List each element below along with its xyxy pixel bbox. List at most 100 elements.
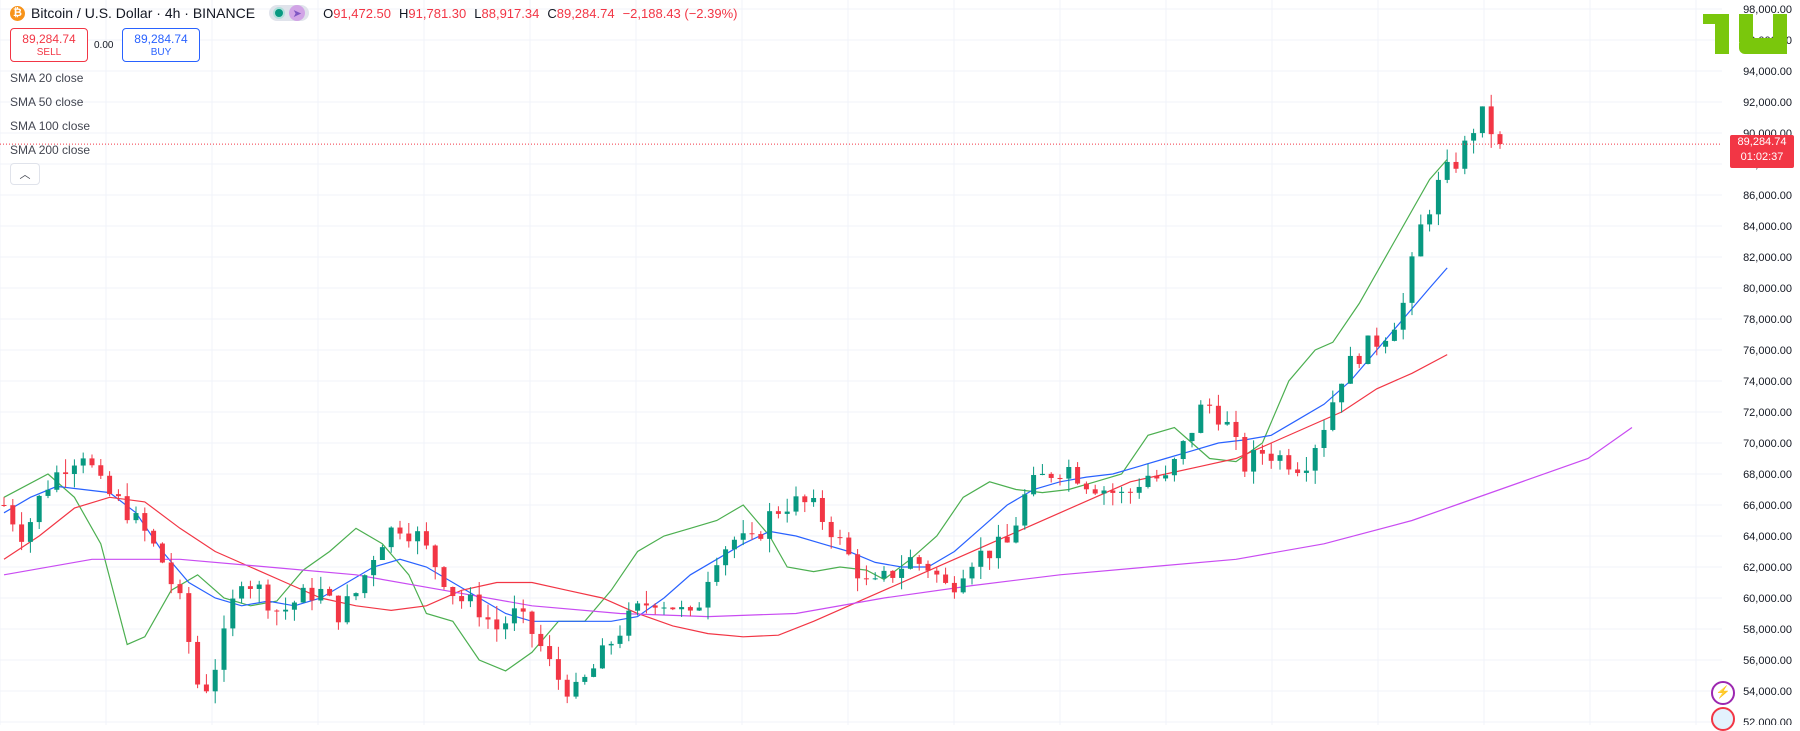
spread-value: 0.00 — [94, 40, 114, 51]
y-tick-label: 80,000.00 — [1743, 283, 1792, 295]
candle-body — [124, 496, 130, 521]
chart-grid — [0, 0, 1722, 725]
lightning-icon[interactable]: ⚡ — [1711, 681, 1735, 705]
candle-body — [291, 602, 297, 610]
candle-body — [802, 496, 808, 503]
candle-body — [195, 641, 201, 685]
candle-body — [1048, 473, 1054, 478]
candle-body — [951, 582, 957, 593]
candle-body — [635, 603, 641, 611]
legend-sma-100[interactable]: SMA 100 close — [10, 119, 91, 133]
candle-body — [309, 587, 315, 601]
candle-body — [1013, 525, 1019, 543]
candle-body — [1295, 469, 1301, 473]
legend-sma-200[interactable]: SMA 200 close — [10, 143, 91, 157]
y-tick-label: 94,000.00 — [1743, 66, 1792, 78]
legend-sma-20[interactable]: SMA 20 close — [10, 71, 84, 85]
candle-body — [793, 496, 799, 512]
y-tick-label: 52,000.00 — [1743, 717, 1792, 725]
candle-body — [80, 458, 86, 466]
candle-body — [151, 530, 157, 544]
candle-body — [388, 527, 394, 548]
y-tick-label: 62,000.00 — [1743, 562, 1792, 574]
candle-body — [71, 465, 77, 475]
candle-body — [925, 563, 931, 571]
candle-body — [828, 521, 834, 538]
candle-body — [221, 628, 227, 670]
candle-body — [36, 495, 42, 523]
price-axis[interactable]: 52,000.00 54,000.00 56,000.00 58,000.00 60,0… — [1743, 4, 1792, 725]
tradingview-logo-icon — [1703, 14, 1787, 54]
candle-body — [547, 646, 553, 660]
candle-body — [467, 594, 473, 602]
candle-body — [115, 494, 121, 497]
y-tick-label: 68,000.00 — [1743, 469, 1792, 481]
market-open-icon — [273, 7, 286, 19]
candle-body — [1136, 486, 1142, 493]
candle-body — [107, 475, 113, 495]
candle-body — [1189, 432, 1195, 442]
candle-body — [1471, 133, 1477, 141]
candle-body — [582, 676, 588, 682]
candle-body — [1215, 405, 1221, 425]
candle-body — [397, 527, 403, 534]
y-tick-label: 56,000.00 — [1743, 655, 1792, 667]
legend-sma-50[interactable]: SMA 50 close — [10, 95, 84, 109]
candle-body — [749, 533, 755, 535]
candle-body — [265, 584, 271, 611]
candle-body — [1444, 161, 1450, 180]
candle-body — [960, 578, 966, 593]
candle-body — [784, 511, 790, 514]
candle-body — [406, 533, 412, 542]
collapse-legend-button[interactable]: ︿ — [10, 163, 40, 185]
candle-body — [1374, 335, 1380, 347]
candle-body — [45, 489, 51, 496]
candle-body — [1497, 134, 1503, 145]
candle-body — [1154, 475, 1160, 479]
candle-body — [327, 588, 333, 596]
candle-body — [538, 633, 544, 647]
buy-button[interactable]: 89,284.74 BUY — [122, 28, 200, 62]
sell-button[interactable]: 89,284.74 SELL — [10, 28, 88, 62]
candle-body — [661, 607, 667, 609]
market-status[interactable]: ➤ — [269, 5, 310, 21]
symbol-title[interactable]: Bitcoin / U.S. Dollar · 4h · BINANCE — [31, 5, 256, 21]
candle-body — [1057, 477, 1063, 479]
candle-body — [608, 643, 614, 646]
candle-body — [1101, 490, 1107, 494]
flag-icon[interactable] — [1711, 707, 1735, 731]
candle-body — [1488, 106, 1494, 135]
candle-body — [943, 574, 949, 583]
candle-body — [54, 472, 60, 490]
candle-body — [1119, 491, 1125, 493]
candle-body — [1435, 179, 1441, 215]
candle-body — [27, 522, 33, 542]
last-price-tag: 89,284.74 01:02:37 — [1730, 135, 1794, 168]
candle-body — [441, 567, 447, 587]
candle-body — [1022, 494, 1028, 526]
candle-body — [335, 595, 341, 623]
candle-body — [1180, 441, 1186, 460]
candle-body — [881, 570, 887, 579]
candle-body — [371, 559, 377, 576]
candle-body — [300, 587, 306, 603]
y-tick-label: 70,000.00 — [1743, 438, 1792, 450]
y-tick-label: 82,000.00 — [1743, 252, 1792, 264]
candle-body — [626, 610, 632, 636]
chart-header: ₿ Bitcoin / U.S. Dollar · 4h · BINANCE ➤… — [10, 4, 746, 22]
candle-body — [1409, 256, 1415, 303]
candle-body — [995, 536, 1001, 559]
candle-body — [212, 669, 218, 692]
candle-body — [687, 607, 693, 611]
candle-body — [1031, 475, 1037, 495]
candle-body — [890, 570, 896, 578]
candle-body — [230, 598, 236, 629]
y-tick-label: 58,000.00 — [1743, 624, 1792, 636]
candle-body — [1418, 224, 1424, 257]
candle-body — [767, 511, 773, 539]
candle-body — [1163, 475, 1169, 479]
ohlc-close: C89,284.74 — [547, 5, 615, 21]
candle-body — [63, 472, 69, 475]
candle-body — [723, 549, 729, 566]
